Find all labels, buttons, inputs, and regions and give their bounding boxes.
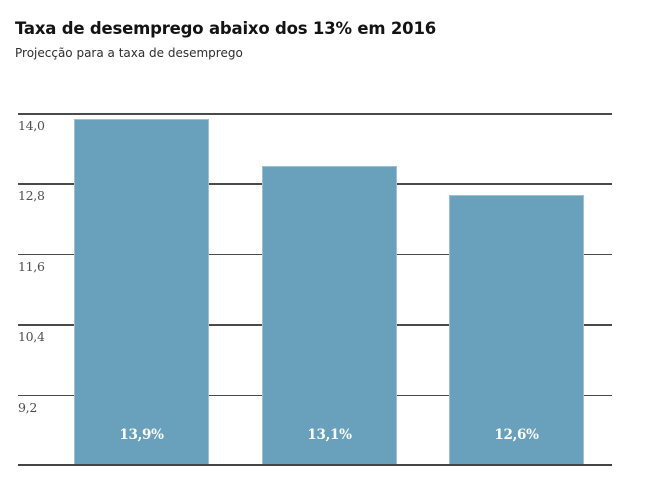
gridline [18,113,612,115]
chart-plot: 14,0 12,8 11,6 10,4 9,2 13,9% 13,1% 12,6% [18,113,612,466]
y-axis-tick-label: 12,8 [18,188,45,204]
bar: 13,1% [262,165,397,465]
bar: 12,6% [449,195,584,465]
y-axis-tick-label: 9,2 [18,399,37,415]
bar-value-label: 12,6% [494,426,539,443]
bar-value-label: 13,9% [119,426,164,443]
chart-subtitle: Projecção para a taxa de desemprego [15,46,243,60]
bar: 13,9% [74,118,209,465]
y-axis-tick-label: 11,6 [18,258,45,274]
bar-value-label: 13,1% [307,426,352,443]
y-axis-tick-label: 14,0 [18,118,45,133]
y-axis-tick-label: 10,4 [18,329,45,345]
chart-title: Taxa de desemprego abaixo dos 13% em 201… [15,19,437,38]
x-axis-line [18,464,612,466]
